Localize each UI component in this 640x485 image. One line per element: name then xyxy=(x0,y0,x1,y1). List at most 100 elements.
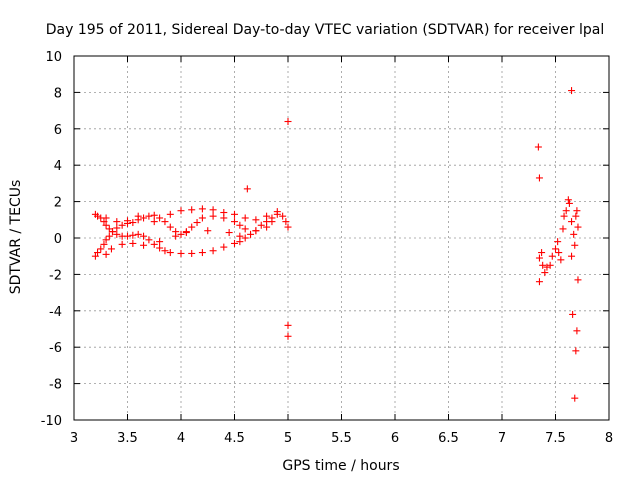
y-tick-label: 4 xyxy=(54,159,62,174)
data-point-plus xyxy=(118,240,126,248)
data-point-plus xyxy=(541,269,549,277)
data-point-plus xyxy=(225,229,233,237)
data-point-plus xyxy=(572,212,580,220)
x-tick-label: 5 xyxy=(284,431,292,446)
data-point-plus xyxy=(140,232,148,240)
y-axis-label: SDTVAR / TECUs xyxy=(8,180,24,295)
y-tick-label: 6 xyxy=(54,123,62,138)
data-point-plus xyxy=(554,238,562,246)
data-point-plus xyxy=(284,223,292,231)
data-point-plus xyxy=(134,212,142,220)
data-point-plus xyxy=(156,238,164,246)
data-point-plus xyxy=(188,206,196,214)
data-point-plus xyxy=(252,216,260,224)
x-tick-label: 3.5 xyxy=(117,431,138,446)
data-point-plus xyxy=(263,223,271,231)
data-point-plus xyxy=(574,223,582,231)
data-point-plus xyxy=(231,210,238,218)
data-point-plus xyxy=(198,205,206,213)
data-point-plus xyxy=(568,218,576,226)
data-point-plus xyxy=(220,209,228,217)
data-point-plus xyxy=(177,230,185,238)
data-point-plus xyxy=(284,118,292,126)
data-point-plus xyxy=(236,221,244,229)
data-point-plus xyxy=(105,232,113,240)
data-point-plus xyxy=(241,234,249,242)
y-tick-label: 2 xyxy=(54,196,62,211)
chart-title: Day 195 of 2011, Sidereal Day-to-day VTE… xyxy=(46,22,604,38)
x-tick-label: 8 xyxy=(605,431,613,446)
data-point-plus xyxy=(107,245,115,253)
data-point-plus xyxy=(282,218,290,226)
data-point-plus xyxy=(129,231,137,239)
data-point-plus xyxy=(546,261,554,269)
y-tick-label: -6 xyxy=(49,341,62,356)
data-point-plus xyxy=(150,240,158,248)
data-point-plus xyxy=(236,232,244,240)
data-point-plus xyxy=(565,199,573,207)
data-point-plus xyxy=(571,394,579,402)
data-point-plus xyxy=(209,212,217,220)
data-point-plus xyxy=(124,217,131,225)
data-point-plus xyxy=(571,241,579,249)
data-point-plus xyxy=(188,223,196,231)
data-point-plus xyxy=(257,221,265,229)
data-point-plus xyxy=(109,228,117,236)
data-point-plus xyxy=(100,240,108,248)
data-points xyxy=(91,87,582,402)
data-point-plus xyxy=(198,214,206,222)
plot-border xyxy=(73,55,610,421)
data-point-plus xyxy=(273,208,281,216)
data-point-plus xyxy=(241,214,249,222)
data-point-plus xyxy=(209,247,217,255)
data-point-plus xyxy=(102,221,110,229)
grid-lines xyxy=(74,56,609,420)
data-point-plus xyxy=(188,249,196,257)
data-point-plus xyxy=(91,252,99,260)
data-point-plus xyxy=(150,218,158,226)
x-axis-label: GPS time / hours xyxy=(282,458,399,474)
data-point-plus xyxy=(177,207,185,215)
data-point-plus xyxy=(534,143,542,151)
tick-labels: 3 3.5 4 4.5 5 5.5 6 6.5 7 7.5 8 -10 -8 -6 -4 -2 0 2 4 6 8 10 xyxy=(41,50,613,446)
data-point-plus xyxy=(559,225,567,233)
y-tick-label: -4 xyxy=(49,305,62,320)
data-point-plus xyxy=(574,276,582,284)
data-point-plus xyxy=(560,212,568,220)
data-point-plus xyxy=(100,218,108,226)
data-point-plus xyxy=(231,218,238,226)
data-point-plus xyxy=(166,249,174,257)
data-point-plus xyxy=(118,221,126,229)
axis-ticks xyxy=(73,55,610,421)
data-point-plus xyxy=(145,236,153,244)
data-point-plus xyxy=(102,236,110,244)
data-point-plus xyxy=(140,241,148,249)
data-point-plus xyxy=(573,207,581,215)
data-point-plus xyxy=(113,230,121,238)
data-point-plus xyxy=(279,212,287,220)
data-point-plus xyxy=(150,211,158,219)
data-point-plus xyxy=(552,245,559,253)
data-point-plus xyxy=(102,214,110,222)
data-point-plus xyxy=(268,218,276,226)
data-point-plus xyxy=(113,224,121,232)
data-point-plus xyxy=(102,250,110,258)
data-point-plus xyxy=(535,174,543,182)
y-tick-label: 8 xyxy=(54,86,62,101)
data-point-plus xyxy=(252,227,260,235)
data-point-plus xyxy=(94,249,102,257)
x-tick-label: 3 xyxy=(70,431,78,446)
y-tick-label: -2 xyxy=(49,268,62,283)
data-point-plus xyxy=(231,239,238,247)
x-tick-label: 7 xyxy=(498,431,506,446)
data-point-plus xyxy=(172,232,180,240)
data-point-plus xyxy=(177,249,185,257)
data-point-plus xyxy=(209,206,217,214)
data-point-plus xyxy=(564,196,572,204)
data-point-plus xyxy=(204,227,212,235)
data-point-plus xyxy=(113,218,121,226)
x-tick-label: 7.5 xyxy=(545,431,566,446)
x-tick-label: 4 xyxy=(177,431,185,446)
